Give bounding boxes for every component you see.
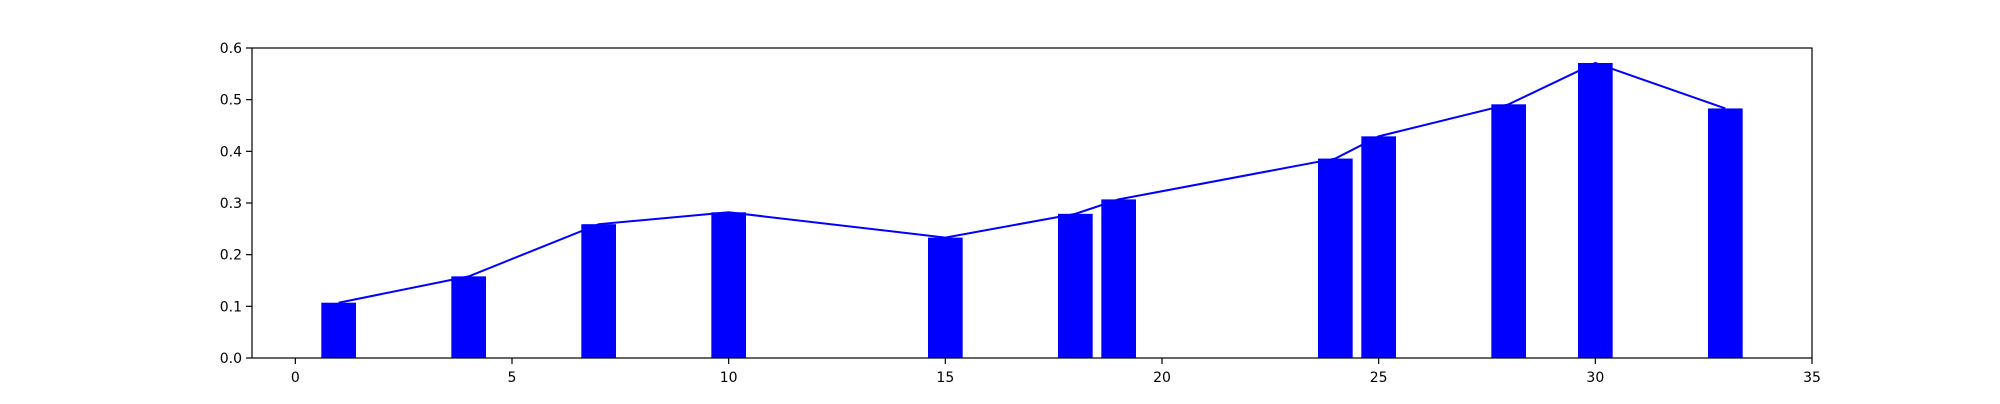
y-tick-label: 0.6 (220, 41, 242, 57)
x-tick-label: 15 (936, 370, 954, 386)
y-tick-label: 0.1 (220, 299, 242, 315)
bar-25 (1361, 136, 1396, 358)
x-tick-label: 30 (1586, 370, 1604, 386)
y-tick-label: 0.0 (220, 351, 242, 367)
bar-33 (1708, 108, 1743, 358)
bars-layer (321, 62, 1743, 358)
bar-24 (1318, 158, 1353, 358)
bar-30 (1578, 62, 1613, 358)
x-tick-label: 25 (1370, 370, 1388, 386)
bar-19 (1101, 199, 1136, 358)
y-tick-label: 0.4 (220, 144, 242, 160)
x-tick-label: 5 (508, 370, 517, 386)
series-line (338, 61, 1726, 304)
bar-10 (711, 212, 746, 358)
y-tick-label: 0.5 (220, 93, 242, 109)
x-tick-label: 10 (720, 370, 738, 386)
x-tick-label: 20 (1153, 370, 1171, 386)
bar-28 (1491, 104, 1526, 358)
bar-1 (321, 302, 356, 358)
x-tick-label: 0 (291, 370, 300, 386)
line-layer (338, 61, 1726, 304)
bar-4 (451, 276, 486, 358)
y-tick-label: 0.3 (220, 196, 242, 212)
bar-15 (928, 237, 963, 358)
bar-18 (1058, 213, 1093, 358)
y-tick-label: 0.2 (220, 248, 242, 264)
x-tick-label: 35 (1803, 370, 1821, 386)
bar-7 (581, 224, 616, 358)
axes-layer: 0 5 10 15 20 25 30 35 0.0 0.1 0.2 0.3 0.4 0.5 0.6 (220, 41, 1821, 386)
